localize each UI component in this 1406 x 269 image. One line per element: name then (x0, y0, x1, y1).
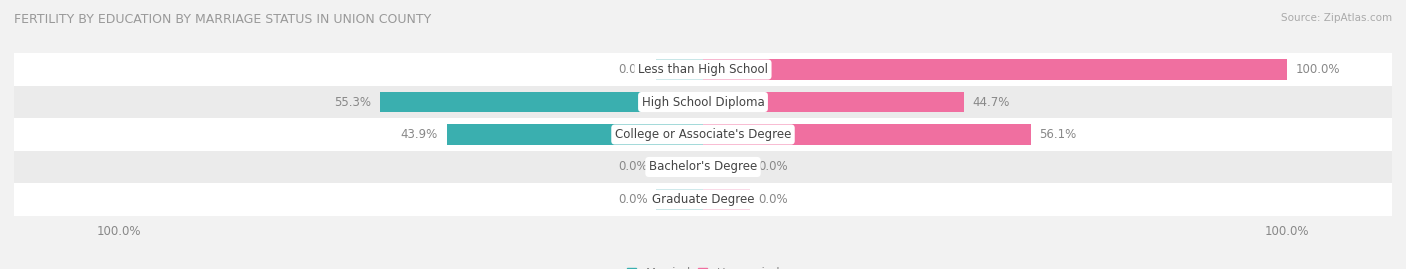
Text: Less than High School: Less than High School (638, 63, 768, 76)
Bar (3, 53, 1403, 86)
Bar (3, 86, 1403, 118)
Bar (657, 59, 703, 80)
Text: FERTILITY BY EDUCATION BY MARRIAGE STATUS IN UNION COUNTY: FERTILITY BY EDUCATION BY MARRIAGE STATU… (14, 13, 432, 26)
Text: 55.3%: 55.3% (335, 95, 371, 108)
Legend: Married, Unmarried: Married, Unmarried (627, 267, 779, 269)
Bar (380, 92, 703, 112)
Text: College or Associate's Degree: College or Associate's Degree (614, 128, 792, 141)
Text: 0.0%: 0.0% (617, 63, 648, 76)
Bar (703, 157, 749, 177)
Bar (3, 151, 1403, 183)
Bar (703, 59, 1286, 80)
Text: 44.7%: 44.7% (973, 95, 1010, 108)
Text: 0.0%: 0.0% (617, 161, 648, 174)
Bar (703, 189, 749, 210)
Text: Source: ZipAtlas.com: Source: ZipAtlas.com (1281, 13, 1392, 23)
Bar (3, 183, 1403, 216)
Bar (657, 157, 703, 177)
Text: 100.0%: 100.0% (1295, 63, 1340, 76)
Text: 0.0%: 0.0% (758, 193, 789, 206)
Text: 43.9%: 43.9% (401, 128, 437, 141)
Bar (3, 118, 1403, 151)
Text: 56.1%: 56.1% (1039, 128, 1077, 141)
Bar (447, 125, 703, 144)
Bar (703, 92, 965, 112)
Text: High School Diploma: High School Diploma (641, 95, 765, 108)
Bar (703, 125, 1031, 144)
Text: 0.0%: 0.0% (617, 193, 648, 206)
Text: Graduate Degree: Graduate Degree (652, 193, 754, 206)
Bar (657, 189, 703, 210)
Text: Bachelor's Degree: Bachelor's Degree (650, 161, 756, 174)
Text: 0.0%: 0.0% (758, 161, 789, 174)
